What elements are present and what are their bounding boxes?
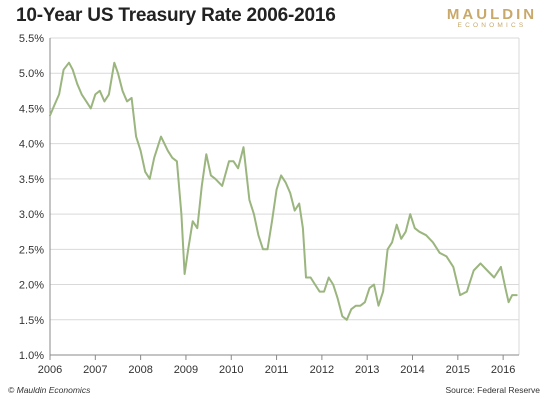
- y-tick-label: 5.5%: [19, 33, 44, 45]
- x-tick-label: 2014: [400, 364, 424, 376]
- y-tick-label: 2.0%: [19, 280, 44, 292]
- y-tick-label: 1.0%: [19, 350, 44, 362]
- source-note: Source: Federal Reserve: [445, 385, 541, 395]
- series-layer: [49, 61, 518, 321]
- x-tick-label: 2007: [83, 364, 107, 376]
- x-tick-label: 2010: [219, 364, 243, 376]
- mauldin-economics-logo: MAULDIN ECONOMICS: [446, 6, 538, 29]
- x-tick-label: 2015: [446, 364, 470, 376]
- logo-subtitle: ECONOMICS: [457, 22, 527, 29]
- logo-wordmark: MAULDIN: [446, 6, 538, 23]
- x-tick-label: 2009: [174, 364, 198, 376]
- x-tick-label: 2008: [128, 364, 152, 376]
- axes: [49, 38, 519, 360]
- y-tick-label: 2.5%: [19, 244, 44, 256]
- y-tick-label: 3.0%: [19, 209, 44, 221]
- x-tick-label: 2016: [491, 364, 515, 376]
- gridlines: [50, 37, 520, 355]
- y-tick-label: 4.0%: [19, 139, 44, 151]
- y-tick-label: 4.5%: [19, 103, 44, 115]
- x-tick-label: 2013: [355, 364, 379, 376]
- chart-title: 10-Year US Treasury Rate 2006-2016: [16, 5, 336, 26]
- series-line-treasury-rate: [49, 61, 518, 321]
- x-tick-label: 2012: [310, 364, 334, 376]
- tick-labels: 1.0% 1.5% 2.0% 2.5% 3.0% 3.5% 4.0% 4.5% 5.0% 5.5%…: [19, 33, 515, 376]
- x-tick-label: 2006: [38, 364, 62, 376]
- copyright-note: © Mauldin Economics: [8, 385, 91, 395]
- y-tick-label: 1.5%: [19, 315, 44, 327]
- y-tick-label: 5.0%: [19, 68, 44, 80]
- x-tick-label: 2011: [265, 364, 289, 376]
- y-tick-label: 3.5%: [19, 174, 44, 186]
